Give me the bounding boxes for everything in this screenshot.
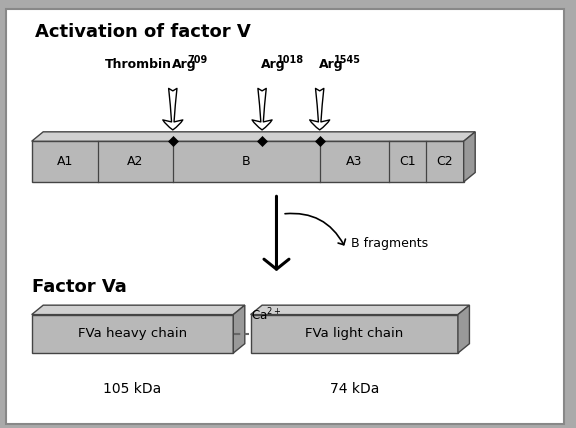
Text: Ca$^{2+}$: Ca$^{2+}$ <box>251 306 281 323</box>
Text: 709: 709 <box>187 55 207 65</box>
Polygon shape <box>233 305 245 353</box>
Text: B: B <box>242 155 251 168</box>
Bar <box>32 141 464 182</box>
Text: FVa heavy chain: FVa heavy chain <box>78 327 187 340</box>
Text: A1: A1 <box>56 155 73 168</box>
Text: Factor Va: Factor Va <box>32 278 126 296</box>
Text: 105 kDa: 105 kDa <box>103 383 162 396</box>
Polygon shape <box>464 132 475 182</box>
Text: C1: C1 <box>399 155 416 168</box>
Text: A2: A2 <box>127 155 143 168</box>
Text: 1545: 1545 <box>334 55 361 65</box>
Text: Activation of factor V: Activation of factor V <box>35 23 251 41</box>
Polygon shape <box>32 305 245 315</box>
Bar <box>251 315 458 353</box>
Polygon shape <box>32 132 475 141</box>
Text: A3: A3 <box>346 155 362 168</box>
Text: 74 kDa: 74 kDa <box>329 383 379 396</box>
Text: 1018: 1018 <box>276 55 304 65</box>
Text: Arg: Arg <box>319 58 343 71</box>
Bar <box>32 315 233 353</box>
Text: C2: C2 <box>437 155 453 168</box>
Text: Arg: Arg <box>261 58 286 71</box>
Text: B fragments: B fragments <box>351 238 429 250</box>
FancyBboxPatch shape <box>6 9 564 424</box>
Polygon shape <box>458 305 469 353</box>
Text: Thrombin: Thrombin <box>105 58 172 71</box>
Text: FVa light chain: FVa light chain <box>305 327 403 340</box>
Polygon shape <box>251 305 469 315</box>
Text: Arg: Arg <box>172 58 196 71</box>
